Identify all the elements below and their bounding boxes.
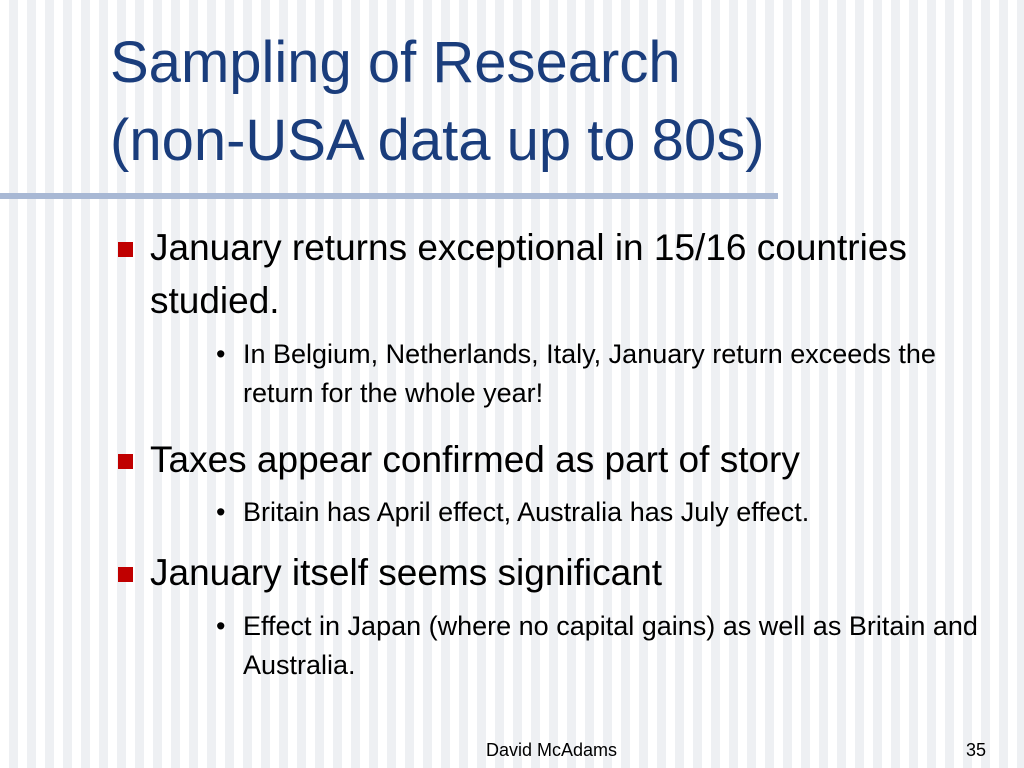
page-number: 35	[966, 740, 987, 760]
title-line: Sampling of Research	[110, 30, 681, 95]
bullet-group: January itself seems significant • Effect…	[118, 546, 998, 685]
sub-bullet-text: Effect in Japan (where no capital gains)…	[243, 611, 978, 680]
title-rule	[0, 193, 778, 199]
sub-bullet: • Britain has April effect, Australia has…	[216, 497, 810, 527]
bullet-group: January returns exceptional in 15/16 cou…	[118, 221, 998, 413]
bullet: January returns exceptional in 15/16 cou…	[118, 221, 940, 327]
bullet-group: Taxes appear confirmed as part of story …	[118, 433, 998, 532]
sub-bullet-text: In Belgium, Netherlands, Italy, January …	[243, 339, 936, 408]
bullet: Taxes appear confirmed as part of story	[118, 433, 940, 486]
footer-author: David McAdams	[486, 740, 618, 760]
bullet: January itself seems significant	[118, 546, 940, 599]
sub-bullet: • Effect in Japan (where no capital gains…	[216, 611, 978, 680]
title-line: (non-USA data up to 80s)	[110, 108, 765, 173]
sub-bullet: • In Belgium, Netherlands, Italy, January…	[216, 339, 936, 408]
sub-bullet-text: Britain has April effect, Australia has …	[243, 497, 810, 527]
